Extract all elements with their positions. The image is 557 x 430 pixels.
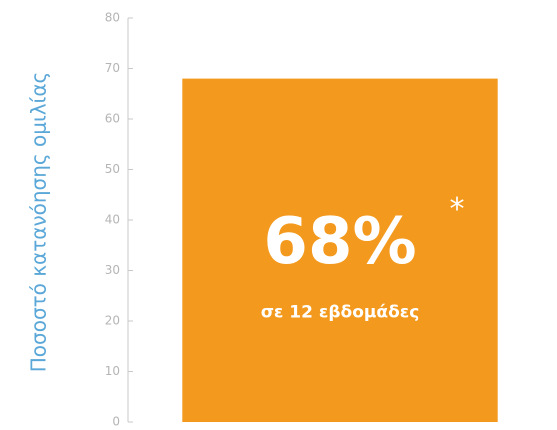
y-tick-label: 60 [105,112,120,126]
y-tick-label: 30 [105,263,120,277]
value-label: 68% [263,205,416,279]
y-tick-label: 0 [112,415,120,429]
y-axis-label: Ποσοστό κατανόησης ομιλίας [27,72,51,372]
y-tick-label: 20 [105,314,120,328]
bar [182,78,498,422]
y-tick-label: 40 [105,213,120,227]
annotation-asterisk: * [450,192,465,227]
y-tick-label: 80 [105,11,120,25]
y-tick-label: 70 [105,61,120,75]
y-tick-label: 50 [105,162,120,176]
annotation-subtitle: σε 12 εβδομάδες [261,302,420,322]
y-tick-label: 10 [105,364,120,378]
